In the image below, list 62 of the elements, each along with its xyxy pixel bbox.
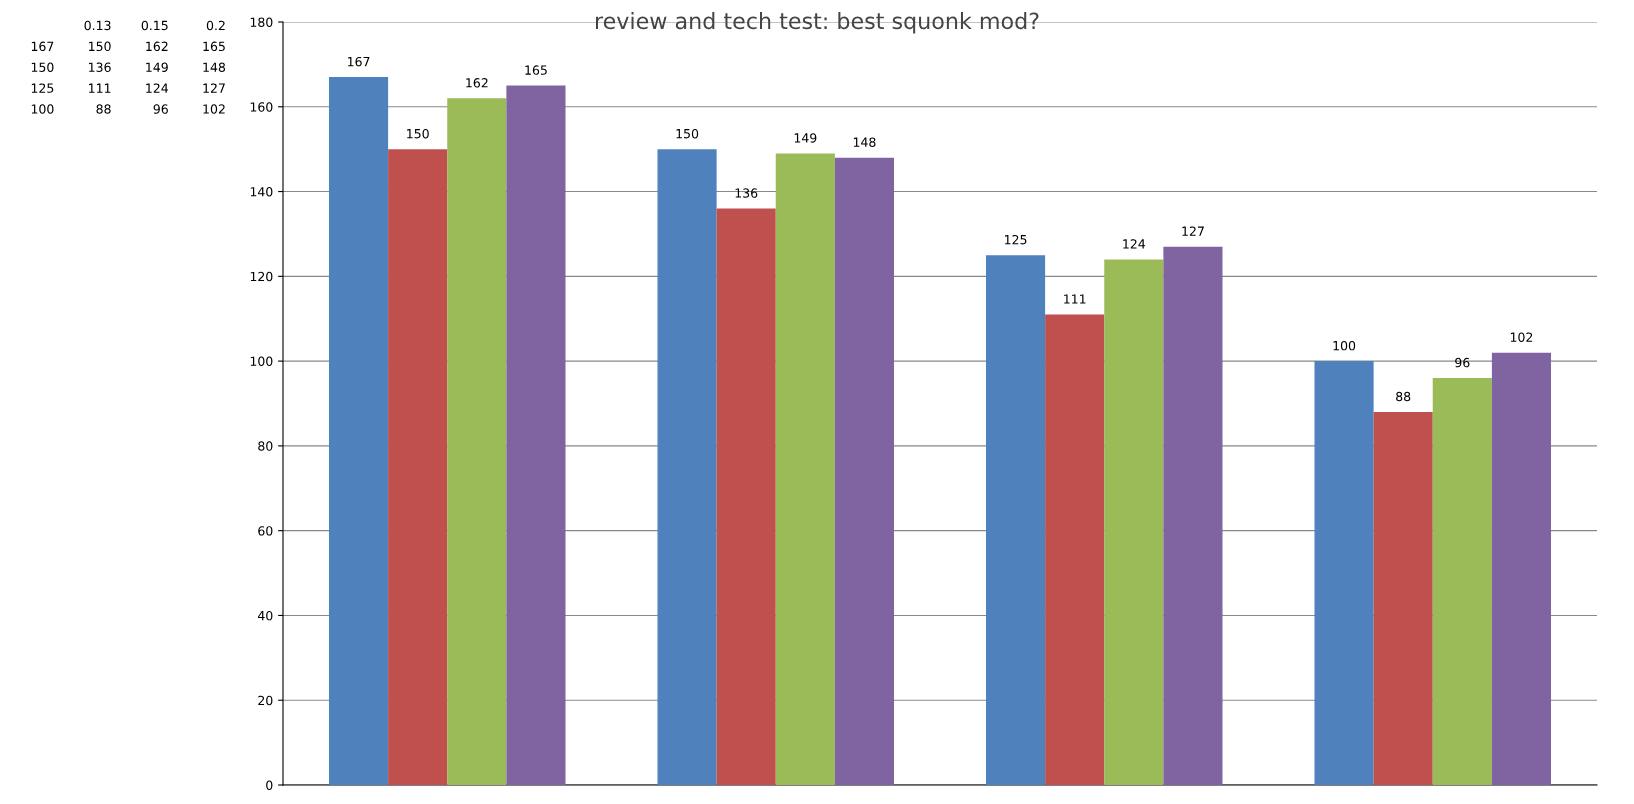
y-tick-label: 80 bbox=[258, 441, 273, 451]
bar bbox=[1104, 259, 1164, 785]
data-label: 150 bbox=[676, 128, 699, 139]
bar bbox=[1491, 352, 1552, 785]
text: 100 bbox=[31, 104, 54, 114]
text: 0.13 bbox=[84, 20, 111, 31]
y-tick-label: 60 bbox=[258, 526, 273, 536]
bar bbox=[1432, 378, 1492, 785]
data-label: 100 bbox=[1333, 340, 1356, 351]
bar bbox=[328, 77, 389, 785]
text: 150 bbox=[31, 62, 54, 72]
data-label: 102 bbox=[1510, 332, 1533, 342]
y-tick-label: 100 bbox=[250, 356, 273, 367]
data-label: 96 bbox=[1455, 357, 1470, 368]
y-tick-label: 140 bbox=[250, 187, 273, 197]
chart-title: review and tech test: best squonk mod? bbox=[595, 12, 1039, 34]
bar bbox=[1373, 411, 1433, 785]
text: 0.2 bbox=[206, 20, 225, 31]
data-label: 127 bbox=[1182, 226, 1204, 236]
text: 167 bbox=[31, 41, 54, 52]
bar bbox=[1045, 314, 1105, 785]
bar bbox=[1163, 246, 1223, 785]
data-label: 124 bbox=[1123, 239, 1146, 249]
data-label: 167 bbox=[348, 56, 370, 67]
data-label: 162 bbox=[466, 78, 488, 88]
data-label: 88 bbox=[1396, 391, 1411, 402]
text: 125 bbox=[31, 83, 54, 93]
y-tick-label: 180 bbox=[250, 17, 273, 27]
bar bbox=[985, 255, 1046, 785]
text: 88 bbox=[96, 104, 111, 114]
bar bbox=[716, 208, 776, 785]
y-tick-label: 160 bbox=[250, 102, 273, 112]
y-tick-label: 120 bbox=[250, 271, 273, 282]
bar bbox=[388, 149, 448, 785]
data-label: 165 bbox=[525, 65, 547, 75]
bar bbox=[1314, 361, 1374, 785]
data-label: 136 bbox=[735, 188, 758, 198]
text: 127 bbox=[203, 83, 225, 93]
data-label: 148 bbox=[853, 137, 876, 147]
y-tick-label: 20 bbox=[258, 695, 273, 706]
text: 96 bbox=[153, 104, 168, 114]
data-label: 125 bbox=[1005, 234, 1027, 245]
text: 0.15 bbox=[141, 20, 168, 31]
text: 149 bbox=[146, 62, 168, 72]
text: 102 bbox=[203, 104, 225, 114]
data-label: 149 bbox=[794, 133, 817, 143]
text: 165 bbox=[203, 41, 225, 52]
data-label: 111 bbox=[1064, 294, 1086, 304]
bar bbox=[834, 157, 895, 785]
bar bbox=[657, 149, 717, 785]
text: 136 bbox=[89, 62, 111, 72]
text: 150 bbox=[89, 41, 111, 52]
text: 124 bbox=[146, 83, 169, 93]
text: 148 bbox=[203, 62, 226, 72]
data-label: 150 bbox=[407, 128, 429, 139]
bar bbox=[447, 98, 507, 785]
bar bbox=[775, 153, 835, 785]
text: 162 bbox=[146, 41, 168, 52]
y-tick-label: 0 bbox=[266, 780, 273, 790]
text: 111 bbox=[89, 83, 111, 93]
y-tick-label: 40 bbox=[257, 610, 273, 621]
bar bbox=[506, 85, 566, 785]
